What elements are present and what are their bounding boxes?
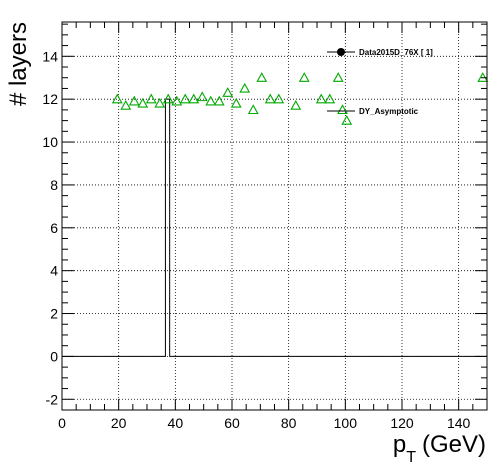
- x-tick-label: 40: [168, 415, 184, 431]
- y-tick-label: 2: [50, 306, 58, 322]
- y-tick-label: 12: [42, 91, 58, 107]
- y-tick-label: 10: [42, 134, 58, 150]
- x-tick-label: 0: [58, 415, 66, 431]
- x-axis-title-sub: T: [406, 449, 416, 466]
- legend-label: Data2015D_76X [ 1]: [359, 48, 433, 57]
- x-axis-title-main: p: [393, 431, 406, 458]
- legend-label: DY_Asymptotic: [359, 107, 419, 116]
- x-tick-label: 80: [281, 415, 297, 431]
- x-tick-label: 20: [111, 415, 127, 431]
- x-tick-label: 120: [390, 415, 414, 431]
- y-tick-label: 4: [50, 263, 58, 279]
- x-tick-label: 100: [334, 415, 358, 431]
- x-axis-title-unit: (GeV): [422, 431, 486, 458]
- x-tick-label: 60: [224, 415, 240, 431]
- y-tick-label: -2: [46, 391, 59, 407]
- y-tick-label: 8: [50, 177, 58, 193]
- y-axis-title: # layers: [5, 22, 32, 106]
- y-tick-label: 14: [42, 48, 58, 64]
- x-tick-label: 140: [447, 415, 471, 431]
- legend-marker: [337, 48, 345, 56]
- y-tick-label: 6: [50, 220, 58, 236]
- y-tick-label: 0: [50, 348, 58, 364]
